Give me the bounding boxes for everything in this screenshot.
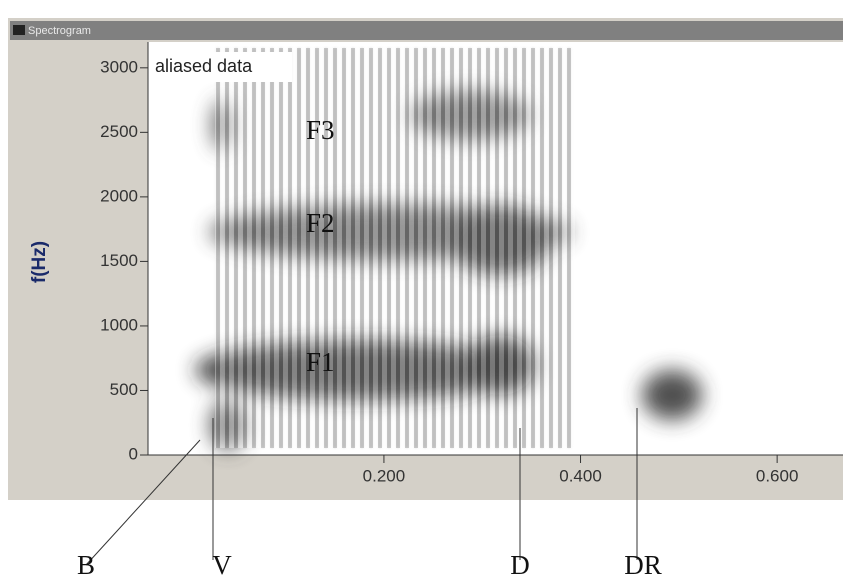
y-tick-label: 1000 (100, 315, 138, 334)
formant-label: F3 (306, 115, 335, 145)
y-axis-label: f(Hz) (29, 241, 50, 283)
y-tick-label: 3000 (100, 57, 138, 76)
title-bar[interactable] (10, 21, 843, 40)
x-tick-label: 0.600 (756, 466, 799, 485)
annotation: aliased data (155, 56, 253, 76)
annotation-box (150, 52, 292, 82)
y-tick-label: 1500 (100, 251, 138, 270)
window-icon (13, 25, 25, 35)
pointer (85, 439, 201, 566)
marker-label: DR (624, 550, 662, 580)
window-title: Spectrogram (28, 25, 91, 37)
y-tick-label: 2000 (100, 186, 138, 205)
y-tick-label: 0 (129, 444, 138, 463)
x-tick-label: 0.400 (559, 466, 602, 485)
x-tick-label: 0.200 (363, 466, 406, 485)
y-tick-label: 500 (110, 380, 138, 399)
marker-label: B (77, 550, 95, 580)
formant-label: F1 (306, 347, 335, 377)
y-tick-label: 2500 (100, 122, 138, 141)
marker-label: V (212, 550, 232, 580)
formant-label: F2 (306, 208, 335, 238)
marker-label: D (510, 550, 530, 580)
spectrogram (195, 48, 702, 450)
